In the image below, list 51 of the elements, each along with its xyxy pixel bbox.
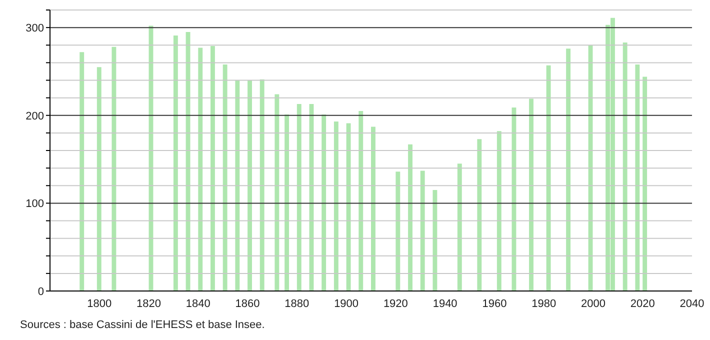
bar bbox=[420, 170, 425, 291]
bar bbox=[296, 104, 302, 291]
bar bbox=[566, 48, 571, 291]
x-tick-label: 1900 bbox=[334, 298, 359, 310]
bar bbox=[322, 114, 326, 291]
x-tick-label: 1880 bbox=[284, 298, 310, 310]
bar bbox=[622, 42, 628, 291]
bar bbox=[408, 144, 412, 291]
y-tick-label: 100 bbox=[26, 198, 44, 210]
y-tick-label: 0 bbox=[38, 286, 44, 298]
bar bbox=[529, 98, 534, 291]
y-tick-label: 200 bbox=[26, 110, 44, 122]
bar bbox=[173, 35, 178, 291]
bar bbox=[96, 67, 102, 291]
bar bbox=[371, 126, 376, 291]
x-tick-label: 2020 bbox=[630, 298, 655, 310]
x-tick-label: 1820 bbox=[136, 298, 162, 310]
source-note: Sources : base Cassini de l'EHESS et base Insee. bbox=[20, 319, 266, 331]
x-tick-label: 2040 bbox=[680, 298, 704, 310]
bar bbox=[642, 76, 648, 291]
x-tick-label: 1800 bbox=[87, 298, 112, 310]
bar bbox=[260, 79, 264, 291]
bar bbox=[334, 122, 338, 291]
bar bbox=[186, 32, 190, 291]
bar bbox=[248, 80, 252, 291]
x-tick-label: 1840 bbox=[186, 298, 210, 310]
bar bbox=[432, 190, 438, 291]
bar bbox=[358, 110, 364, 291]
x-tick-label: 1980 bbox=[532, 298, 556, 310]
bar bbox=[222, 64, 228, 291]
y-tick-label: 300 bbox=[26, 22, 44, 34]
bar bbox=[396, 172, 400, 291]
bar bbox=[457, 164, 462, 291]
x-tick-label: 1860 bbox=[235, 298, 260, 310]
bar bbox=[235, 80, 240, 291]
bar bbox=[198, 48, 203, 291]
bar bbox=[346, 123, 351, 291]
bar bbox=[112, 46, 116, 291]
bar bbox=[496, 131, 502, 291]
bar bbox=[546, 65, 551, 291]
bar bbox=[284, 114, 290, 291]
x-tick-label: 1940 bbox=[432, 298, 458, 310]
bar bbox=[210, 46, 215, 291]
x-tick-label: 2000 bbox=[580, 298, 606, 310]
bar bbox=[635, 64, 640, 291]
x-tick-label: 1920 bbox=[383, 298, 408, 310]
bar bbox=[80, 52, 84, 291]
x-tick-label: 1960 bbox=[482, 298, 507, 310]
bar bbox=[477, 139, 482, 291]
bar bbox=[274, 94, 280, 291]
bar bbox=[512, 107, 516, 291]
